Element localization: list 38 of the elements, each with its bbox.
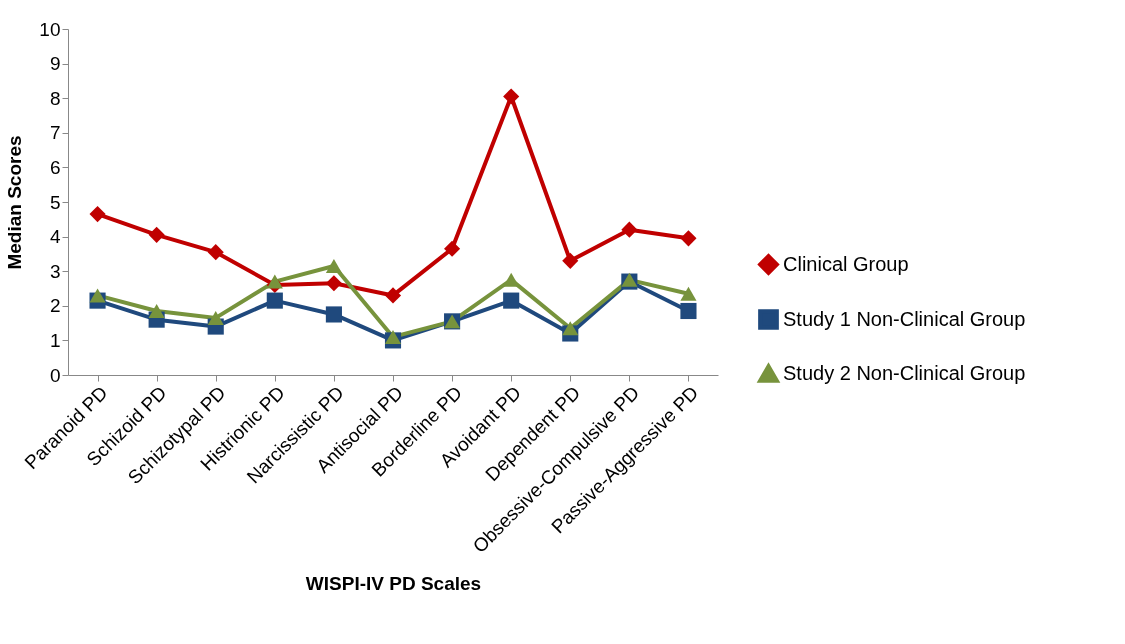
point — [680, 286, 697, 301]
legend-label: Study 1 Non-Clinical Group — [783, 307, 1026, 330]
point — [680, 302, 697, 320]
point — [148, 226, 165, 243]
point — [207, 244, 224, 261]
point — [266, 292, 283, 309]
y-tick-label: 6 — [49, 156, 61, 178]
point — [562, 321, 579, 336]
point — [384, 287, 402, 304]
y-tick-label: 3 — [49, 260, 61, 282]
y-tick-label: 8 — [49, 87, 61, 109]
point — [562, 252, 579, 269]
point — [266, 274, 283, 289]
y-tick-label: 4 — [49, 226, 61, 248]
x-axis-title: WISPI-IV PD Scales — [305, 572, 482, 594]
legend-label: Study 2 Non-Clinical Group — [783, 361, 1026, 384]
y-axis-title: Median Scores — [4, 135, 26, 270]
point — [621, 221, 638, 238]
point — [325, 259, 342, 273]
point — [680, 230, 697, 247]
y-tick-label: 9 — [49, 53, 61, 75]
legend-label: Clinical Group — [783, 252, 909, 275]
y-tick-label: 2 — [49, 295, 61, 317]
point — [384, 329, 402, 344]
y-tick-label: 10 — [39, 18, 61, 40]
y-tick-label: 1 — [49, 329, 61, 351]
point — [148, 304, 165, 318]
point — [444, 240, 461, 257]
y-tick-label: 0 — [49, 364, 61, 386]
point — [89, 206, 106, 223]
point — [503, 292, 520, 309]
point — [325, 275, 342, 292]
point — [503, 88, 520, 105]
point — [89, 288, 106, 303]
y-tick-label: 7 — [49, 122, 61, 144]
point — [207, 310, 224, 325]
y-tick-label: 5 — [49, 191, 61, 213]
point — [325, 306, 342, 323]
